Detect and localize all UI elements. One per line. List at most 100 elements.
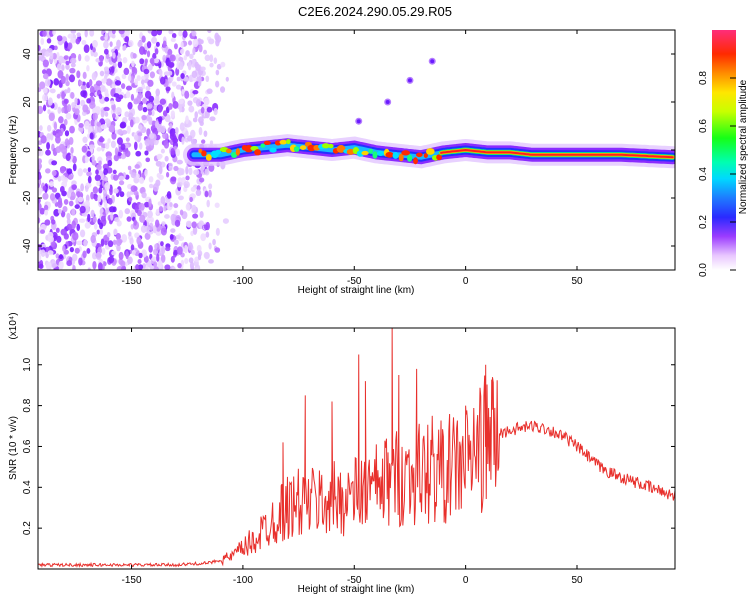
noise-speck xyxy=(44,209,49,216)
noise-speck xyxy=(71,184,78,191)
noise-speck xyxy=(95,169,99,175)
noise-speck xyxy=(191,221,197,229)
noise-speck xyxy=(168,30,174,35)
noise-speck xyxy=(44,78,51,87)
noise-speck xyxy=(138,176,145,184)
noise-speck xyxy=(124,111,130,118)
noise-speck xyxy=(38,158,43,164)
noise-speck xyxy=(118,251,124,260)
noise-speck xyxy=(175,148,181,157)
band-blob xyxy=(425,148,435,155)
noise-speck xyxy=(71,180,77,186)
band-blob xyxy=(361,150,369,156)
noise-speck xyxy=(168,70,173,76)
noise-speck xyxy=(66,104,72,113)
noise-speck xyxy=(176,246,183,255)
noise-speck xyxy=(61,91,66,100)
noise-speck xyxy=(131,60,135,68)
noise-speck xyxy=(159,98,167,105)
noise-speck xyxy=(160,227,167,236)
noise-speck xyxy=(64,41,69,49)
noise-speck xyxy=(41,69,47,75)
noise-speck xyxy=(199,211,204,218)
noise-speck xyxy=(154,120,160,129)
noise-speck xyxy=(149,132,155,140)
noise-speck xyxy=(172,100,179,109)
noise-speck xyxy=(49,88,56,94)
noise-speck xyxy=(46,142,51,150)
noise-speck xyxy=(70,147,74,154)
noise-speck xyxy=(63,55,69,60)
harmonic-point xyxy=(430,59,435,64)
noise-speck xyxy=(100,215,106,222)
noise-speck xyxy=(212,238,216,246)
noise-speck xyxy=(56,235,62,243)
noise-speck xyxy=(147,79,154,87)
band-blob xyxy=(436,154,442,161)
noise-speck xyxy=(82,104,89,113)
noise-speck xyxy=(103,48,109,55)
noise-speck xyxy=(130,244,135,251)
noise-speck xyxy=(108,30,112,34)
noise-speck xyxy=(56,63,62,71)
noise-speck xyxy=(52,30,56,36)
noise-speck xyxy=(103,106,110,112)
top-band-layer xyxy=(182,57,675,169)
noise-speck xyxy=(108,197,113,205)
noise-speck xyxy=(134,204,139,214)
top-axis-ticks: -150 -100 -50 0 50 -40 -20 0 20 40 xyxy=(22,30,675,287)
noise-speck xyxy=(159,76,166,85)
band-blob xyxy=(205,154,212,161)
noise-speck xyxy=(103,168,109,176)
noise-speck xyxy=(184,90,190,99)
noise-speck xyxy=(61,64,65,72)
noise-speck xyxy=(159,69,163,77)
noise-speck xyxy=(104,176,108,182)
band-blob xyxy=(328,143,334,149)
noise-speck xyxy=(87,267,91,270)
noise-speck xyxy=(209,116,216,122)
noise-speck xyxy=(191,204,197,213)
noise-speck xyxy=(171,266,176,270)
noise-speck xyxy=(145,145,151,151)
noise-speck xyxy=(72,264,76,270)
noise-speck xyxy=(190,265,195,270)
noise-speck xyxy=(180,168,185,176)
noise-speck xyxy=(126,216,132,222)
noise-speck xyxy=(190,249,195,256)
noise-speck xyxy=(76,223,81,232)
noise-speck xyxy=(188,105,195,113)
noise-speck xyxy=(134,232,140,239)
noise-speck xyxy=(151,36,158,44)
noise-speck xyxy=(104,240,108,246)
noise-speck xyxy=(137,124,143,131)
noise-speck xyxy=(74,204,80,209)
noise-speck xyxy=(51,170,57,177)
noise-speck xyxy=(134,164,140,169)
noise-speck xyxy=(201,139,206,144)
noise-speck xyxy=(176,181,183,188)
noise-speck xyxy=(134,116,140,124)
noise-speck xyxy=(57,200,63,209)
noise-speck xyxy=(92,216,97,224)
top-noise-layer xyxy=(38,30,229,270)
noise-speck xyxy=(188,167,193,176)
noise-speck xyxy=(113,228,118,236)
noise-speck xyxy=(111,113,116,119)
noise-speck xyxy=(108,126,115,133)
noise-speck xyxy=(111,33,116,39)
noise-speck xyxy=(82,136,88,144)
noise-speck xyxy=(107,240,114,248)
band-blob xyxy=(263,140,271,146)
noise-speck xyxy=(99,55,104,63)
bottom-y-axis-label: SNR (10 * v/v) xyxy=(8,416,19,480)
noise-speck xyxy=(58,116,64,124)
noise-speck xyxy=(112,52,116,59)
noise-speck xyxy=(108,206,116,213)
noise-speck xyxy=(191,70,198,79)
band-blob xyxy=(372,151,378,159)
noise-speck xyxy=(184,258,189,265)
noise-speck xyxy=(148,198,152,208)
noise-speck xyxy=(44,50,50,57)
noise-speck xyxy=(86,248,91,254)
